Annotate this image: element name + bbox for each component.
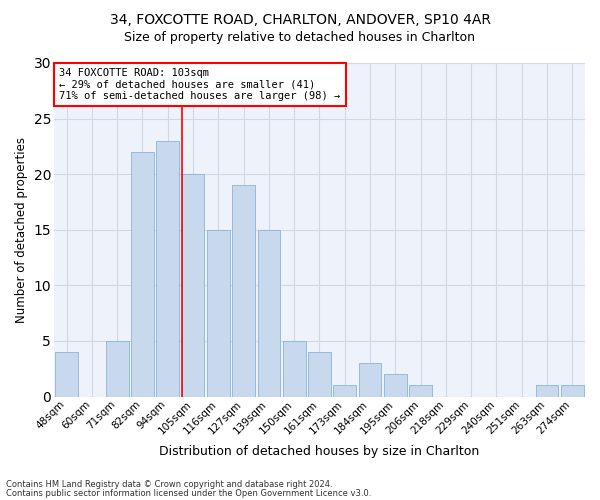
Bar — [283, 341, 305, 396]
Bar — [207, 230, 230, 396]
Bar — [334, 386, 356, 396]
Bar — [131, 152, 154, 396]
Bar — [561, 386, 584, 396]
Bar — [157, 141, 179, 397]
Text: 34 FOXCOTTE ROAD: 103sqm
← 29% of detached houses are smaller (41)
71% of semi-d: 34 FOXCOTTE ROAD: 103sqm ← 29% of detach… — [59, 68, 341, 101]
Bar — [257, 230, 280, 396]
X-axis label: Distribution of detached houses by size in Charlton: Distribution of detached houses by size … — [160, 444, 479, 458]
Text: Contains public sector information licensed under the Open Government Licence v3: Contains public sector information licen… — [6, 489, 371, 498]
Bar — [409, 386, 432, 396]
Y-axis label: Number of detached properties: Number of detached properties — [15, 137, 28, 323]
Text: 34, FOXCOTTE ROAD, CHARLTON, ANDOVER, SP10 4AR: 34, FOXCOTTE ROAD, CHARLTON, ANDOVER, SP… — [110, 12, 491, 26]
Bar — [536, 386, 559, 396]
Bar — [308, 352, 331, 397]
Bar — [359, 363, 382, 396]
Bar — [182, 174, 205, 396]
Text: Size of property relative to detached houses in Charlton: Size of property relative to detached ho… — [125, 31, 476, 44]
Bar — [384, 374, 407, 396]
Text: Contains HM Land Registry data © Crown copyright and database right 2024.: Contains HM Land Registry data © Crown c… — [6, 480, 332, 489]
Bar — [232, 186, 255, 396]
Bar — [106, 341, 128, 396]
Bar — [55, 352, 78, 397]
